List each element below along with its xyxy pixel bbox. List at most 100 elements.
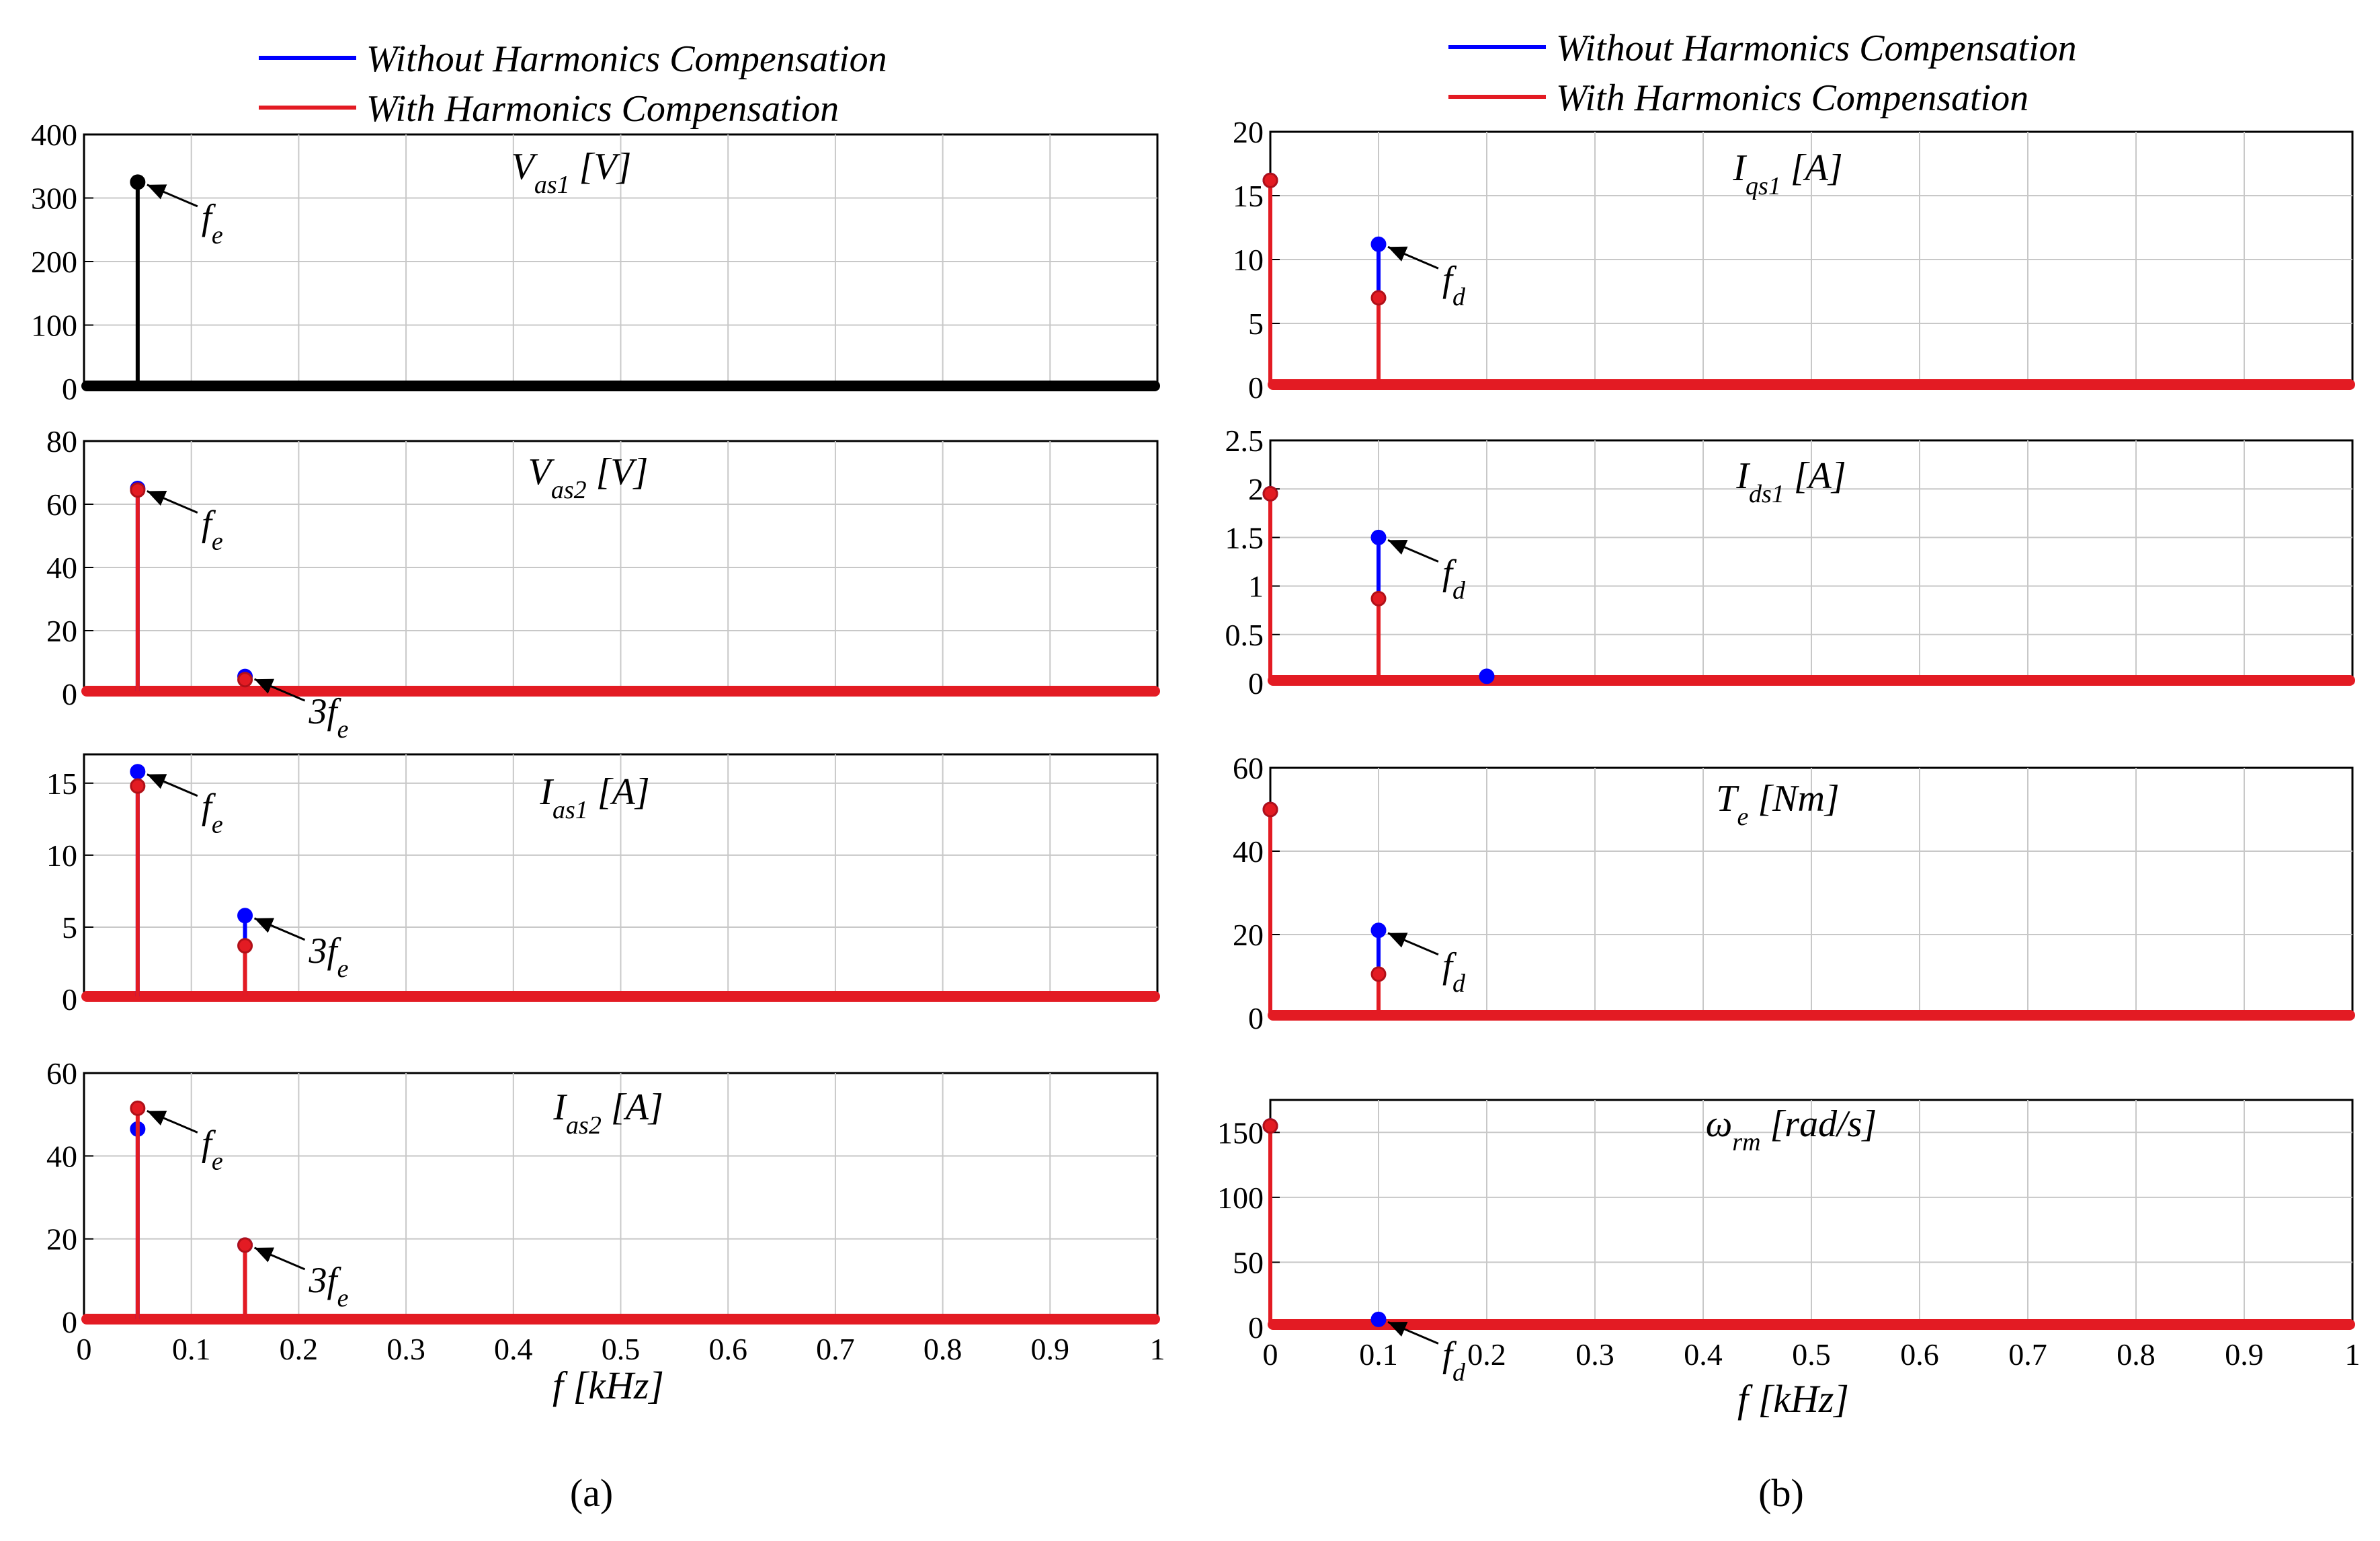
- panel-wrm-xtick-label: 0.5: [1792, 1337, 1831, 1372]
- panel-ids1-ytick-label: 2.5: [1225, 424, 1264, 458]
- legend-a-without-label: Without Harmonics Compensation: [366, 38, 887, 80]
- panel-ias2-ytick-label: 20: [46, 1222, 77, 1257]
- panel-wrm-xtick-label: 0.8: [2117, 1337, 2156, 1372]
- panel-ias1-ytick-label: 10: [46, 838, 77, 873]
- panel-iqs1-stem-marker: [1370, 236, 1387, 252]
- legend-b-without-label: Without Harmonics Compensation: [1556, 28, 2077, 69]
- panel-ias2-xtick-label: 0.5: [602, 1332, 641, 1366]
- panel-iqs1-ytick-label: 10: [1233, 243, 1264, 277]
- panel-wrm-ytick-label: 100: [1217, 1181, 1264, 1215]
- panel-te-annotation-arrow: [1387, 932, 1439, 956]
- panel-wrm-xtick-label: 0.7: [2008, 1337, 2047, 1372]
- panel-wrm-xtick-label: 0.4: [1684, 1337, 1723, 1372]
- panel-wrm-xtick-label: 0.9: [2225, 1337, 2264, 1372]
- panel-ias2-stem-marker: [237, 1237, 253, 1253]
- panel-wrm-ytick-label: 150: [1217, 1115, 1264, 1150]
- panel-vas2-stem-marker: [237, 672, 253, 688]
- panel-wrm: 0 50 100 150 0 0.1 0.2 0.3 0.4 0.5 0.6 0.7 0.8 0.9 1 ωr…: [1217, 1099, 2361, 1386]
- panel-vas2-stem-marker: [130, 482, 146, 498]
- panel-wrm-xtick-label: 0: [1263, 1337, 1278, 1372]
- panel-label-a: (a): [570, 1471, 613, 1515]
- panel-vas2-ytick-label: 40: [46, 551, 77, 585]
- panel-te-ytick-label: 0: [1248, 1001, 1264, 1035]
- panel-ias2-xtick-label: 0.8: [924, 1332, 962, 1366]
- panel-vas2-ytick-label: 80: [46, 424, 77, 459]
- legend-a-with-label: With Harmonics Compensation: [366, 88, 839, 130]
- panel-ids1-ytick-label: 2: [1248, 472, 1264, 506]
- panel-vas1-ytick-label: 0: [62, 372, 77, 406]
- panel-ias2-annotation-arrow: [253, 1247, 306, 1271]
- panel-te-stem-marker: [1370, 922, 1387, 939]
- panel-vas1-annotation-arrow: [147, 184, 198, 208]
- x-axis-label-a: f [kHz]: [552, 1364, 664, 1407]
- panel-wrm-stem-marker: [1370, 1311, 1387, 1327]
- panel-te-ytick-label: 40: [1233, 834, 1264, 869]
- panel-ids1-stem-marker: [1479, 668, 1495, 684]
- panel-wrm-ytick-label: 0: [1248, 1310, 1264, 1345]
- panel-ias1-ytick-label: 0: [62, 982, 77, 1017]
- panel-ias1-stem-marker: [130, 764, 146, 780]
- panel-iqs1-ytick-label: 15: [1233, 179, 1264, 213]
- panel-ids1-ytick-label: 0.5: [1225, 618, 1264, 652]
- panel-wrm-annotation-arrow: [1387, 1321, 1439, 1345]
- panel-te-stem-marker: [1262, 801, 1278, 818]
- panel-wrm-xtick-label: 1: [2345, 1337, 2361, 1372]
- panel-te-ytick-label: 20: [1233, 918, 1264, 952]
- panel-wrm-title: ωrm [rad/s]: [1706, 1103, 1877, 1156]
- panel-ias2-xtick-label: 0.9: [1031, 1332, 1070, 1366]
- panel-iqs1-ytick-label: 0: [1248, 370, 1264, 405]
- panel-iqs1-ytick-label: 20: [1233, 115, 1264, 149]
- panel-ias1-title: Ias1 [A]: [539, 771, 649, 824]
- panel-ias1-ytick-label: 15: [46, 766, 77, 801]
- legend-a: Without Harmonics Compensation With Harm…: [259, 38, 887, 130]
- panel-ias2-annotation-label: 3fe: [309, 1260, 349, 1312]
- panel-wrm-ytick-label: 50: [1233, 1245, 1264, 1279]
- panel-iqs1-stem-marker: [1370, 290, 1387, 306]
- panel-vas2-ytick-label: 0: [62, 677, 77, 711]
- panel-ids1-ytick-label: 0: [1248, 666, 1264, 701]
- panel-vas1-stem-marker: [130, 174, 146, 190]
- panel-vas1-ytick-label: 400: [31, 118, 77, 152]
- legend-b: Without Harmonics Compensation With Harm…: [1448, 28, 2077, 119]
- panel-ias1-annotation-arrow: [147, 773, 198, 797]
- panel-ias2-xtick-label: 0.4: [494, 1332, 533, 1366]
- panel-iqs1-stem-marker: [1262, 172, 1278, 188]
- panel-ias2-xtick-label: 1: [1150, 1332, 1165, 1366]
- panel-vas1-ytick-label: 100: [31, 309, 77, 343]
- panel-vas2-annotation-label: 3fe: [309, 691, 349, 744]
- panel-vas1-ytick-label: 300: [31, 182, 77, 216]
- panel-wrm-xtick-label: 0.2: [1467, 1337, 1506, 1372]
- panel-ias1-annotation-arrow: [253, 917, 306, 941]
- panel-vas1-ytick-label: 200: [31, 245, 77, 279]
- panel-ias2-ytick-label: 60: [46, 1056, 77, 1091]
- panel-ias2-xtick-label: 0: [77, 1332, 92, 1366]
- panel-ias2-ytick-label: 0: [62, 1305, 77, 1339]
- panel-ids1-stem-marker: [1370, 529, 1387, 545]
- panel-vas1-title: Vas1 [V]: [511, 146, 632, 199]
- panel-ias2-title: Ias2 [A]: [552, 1086, 663, 1140]
- panel-ias2-stem-marker: [130, 1100, 146, 1116]
- panel-iqs1-title: Iqs1 [A]: [1732, 147, 1842, 200]
- panel-ias2-xtick-label: 0.1: [172, 1332, 211, 1366]
- panel-ids1-annotation-arrow: [1387, 539, 1439, 563]
- panel-ias1-annotation-label: fe: [202, 787, 223, 839]
- panel-ias2-xtick-label: 0.2: [280, 1332, 319, 1366]
- panel-ias1: 0 5 10 15 Ias1 [A] fe 3fe: [46, 753, 1160, 1017]
- panel-ids1-stem-marker: [1262, 485, 1278, 502]
- panel-ias2-ytick-label: 40: [46, 1139, 77, 1173]
- panel-ias2-xtick-label: 0.3: [386, 1332, 425, 1366]
- panel-vas2-ytick-label: 60: [46, 487, 77, 522]
- panel-te-ytick-label: 60: [1233, 751, 1264, 785]
- panel-ids1-title: Ids1 [A]: [1735, 455, 1846, 508]
- panel-wrm-annotation-label: fd: [1442, 1334, 1466, 1386]
- panel-ids1-ytick-label: 1: [1248, 569, 1264, 604]
- legend-b-with-label: With Harmonics Compensation: [1556, 77, 2028, 119]
- panel-ias1-stem-marker: [237, 938, 253, 954]
